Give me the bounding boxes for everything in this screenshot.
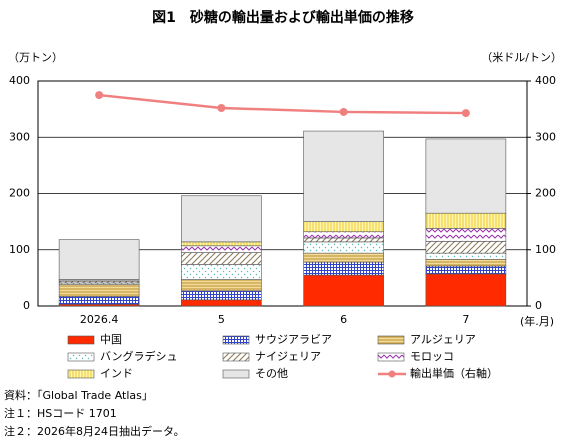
bar-segment [425,228,507,242]
legend-label: その他 [255,367,288,380]
legend-swatch [222,352,250,362]
legend-swatch [388,370,396,378]
legend-label: アルジェリア [410,333,476,346]
bar-segment [425,252,507,260]
price-point [339,107,348,116]
legend-swatch [222,369,250,379]
bar-segment [425,212,507,229]
bar-segment [303,237,384,243]
x-tick-label: 7 [462,313,469,326]
y-tick-label: 300 [9,130,30,143]
legend-swatch [67,335,95,345]
y-tick-label: 200 [9,187,30,200]
bar-segment [181,299,262,307]
bar-segment [425,265,507,275]
y2-tick-label: 100 [535,243,556,256]
legend-label: サウジアラビア [255,333,332,346]
bar-segment [181,279,262,292]
bar-segment [58,296,140,305]
bar-segment [303,241,384,254]
bar-segment [58,239,140,280]
legend-swatch [377,335,405,345]
bar-segment [303,274,384,307]
note: 資料：「Global Trade Atlas」 [4,388,153,402]
legend-label: インド [100,367,133,380]
bar-segment [303,261,384,276]
y-tick-label: 400 [9,74,30,87]
legend-label: バングラデシュ [100,349,178,363]
bar-segment [181,290,262,301]
bar-segment [181,264,262,280]
x-tick-label: 2026.4 [80,313,119,326]
price-line [98,93,466,115]
x-tick-label: 5 [218,313,225,326]
legend-swatch [377,352,405,362]
price-point [461,109,470,118]
bar-segment [303,130,384,222]
x-axis-label: (年.月) [520,314,554,328]
bar-segment [425,138,507,214]
price-point [217,104,226,112]
bar-segment [181,195,262,243]
bar-segment [425,259,507,267]
y2-tick-label: 400 [535,74,556,87]
bar-segment [181,252,262,265]
bar-segment [425,241,507,254]
y-axis-label: （万トン） [8,51,63,64]
y2-tick-label: 200 [535,187,556,200]
legend-swatch [222,335,250,345]
bar-segment [303,221,384,233]
y-tick-label: 100 [9,243,30,256]
bar-segment [181,245,262,253]
legend-label: 中国 [100,333,122,346]
bar-segment [181,241,262,247]
bar-segment [303,231,384,239]
legend-swatch [67,352,95,362]
note: 注１：HSコード 1701 [4,406,117,420]
bar-segment [425,273,507,307]
legend-label: ナイジェリア [255,350,321,363]
bar-segment [303,252,384,263]
chart-title: 図1 砂糖の輸出量および輸出単価の推移 [152,9,414,26]
y-tick-label: 0 [23,299,30,312]
bar-segment [58,284,140,297]
note: 注２：2026年8月24日抽出データ。 [4,424,185,438]
y2-tick-label: 300 [535,130,556,143]
legend-swatch [67,369,95,379]
y2-axis-label: （米ドル/トン） [481,51,562,64]
y2-tick-label: 0 [535,299,542,312]
legend-label: モロッコ [410,350,454,363]
legend-label: 輸出単価（右軸） [410,366,498,380]
x-tick-label: 6 [340,313,347,326]
price-point [95,91,104,100]
